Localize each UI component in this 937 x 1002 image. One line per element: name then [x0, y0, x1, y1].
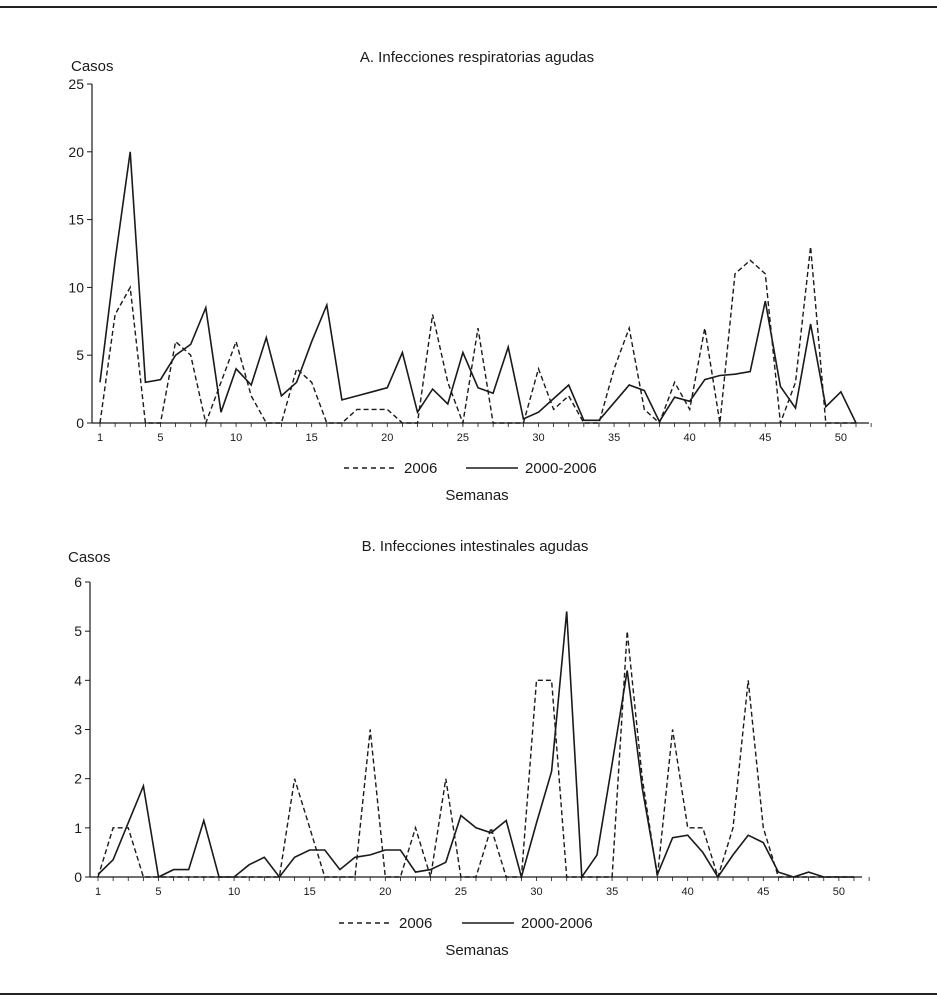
chart-a-xtick-label: 15 — [306, 432, 318, 444]
chart-a-legend: 2006 2000-2006 — [344, 460, 597, 477]
chart-a-ytick-label: 10 — [68, 279, 84, 295]
chart-a-ylabel: Casos — [71, 58, 114, 75]
chart-a-xtick-label: 35 — [608, 432, 620, 444]
chart-b-ylabel: Casos — [68, 549, 111, 566]
chart-a-legend-2000-2006-label: 2000-2006 — [525, 460, 597, 477]
chart-b-xtick-label: 10 — [228, 886, 240, 898]
chart-a-title: A. Infecciones respiratorias agudas — [360, 49, 594, 66]
chart-b-xtick-label: 35 — [606, 886, 618, 898]
chart-a-ytick-label: 5 — [76, 347, 84, 363]
chart-b-series-2006-line — [97, 631, 854, 880]
chart-a-ytick-label: 15 — [68, 212, 84, 228]
chart-b-xtick-label: 25 — [455, 886, 467, 898]
chart-a-ytick-label: 20 — [68, 144, 84, 160]
chart-b-xlabel: Semanas — [445, 942, 508, 959]
chart-b-xtick-label: 5 — [155, 886, 161, 898]
chart-a-series-2000-2006-line — [99, 151, 857, 424]
chart-b-xtick-label: 1 — [95, 886, 101, 898]
chart-b-ytick-label: 0 — [74, 869, 82, 885]
chart-b-xtick-label: 40 — [682, 886, 694, 898]
chart-a-xtick-label: 25 — [457, 432, 469, 444]
chart-a-ytick-label: 25 — [68, 76, 84, 92]
chart-b-ytick-label: 6 — [74, 574, 82, 590]
chart-b-xtick-label: 30 — [530, 886, 542, 898]
chart-b-ytick-label: 5 — [74, 623, 82, 639]
chart-a-xtick-label: 45 — [759, 432, 771, 444]
chart-a-ytick-label: 0 — [76, 415, 84, 431]
chart-b-ytick-label: 2 — [74, 771, 82, 787]
bottom-rule — [0, 993, 937, 995]
chart-b-legend: 2006 2000-2006 — [339, 915, 593, 932]
chart-a-xtick-label: 20 — [381, 432, 393, 444]
chart-b-xtick-label: 50 — [833, 886, 845, 898]
chart-a-xlabel: Semanas — [445, 487, 508, 504]
chart-a-xtick-label: 5 — [157, 432, 163, 444]
chart-a-series-2006-line — [99, 246, 856, 426]
chart-b-ytick-label: 4 — [74, 672, 82, 688]
chart-a-xtick-label: 10 — [230, 432, 242, 444]
chart-a-xtick-label: 30 — [532, 432, 544, 444]
chart-b-xtick-label: 45 — [757, 886, 769, 898]
chart-b-ytick-label: 3 — [74, 722, 82, 738]
chart-b-ytick-label: 1 — [74, 820, 82, 836]
chart-b-legend-2006-label: 2006 — [399, 915, 432, 932]
top-rule — [0, 6, 937, 8]
chart-a-xtick-label: 1 — [97, 432, 103, 444]
chart-b-xtick-label: 15 — [304, 886, 316, 898]
chart-b-xtick-label: 20 — [379, 886, 391, 898]
chart-a-xtick-label: 40 — [684, 432, 696, 444]
chart-b-legend-2000-2006-label: 2000-2006 — [521, 915, 593, 932]
chart-b-title: B. Infecciones intestinales agudas — [362, 538, 589, 555]
chart-b-series-2000-2006-line — [97, 611, 854, 881]
chart-a-legend-2006-label: 2006 — [404, 460, 437, 477]
chart-a-xtick-label: 50 — [835, 432, 847, 444]
